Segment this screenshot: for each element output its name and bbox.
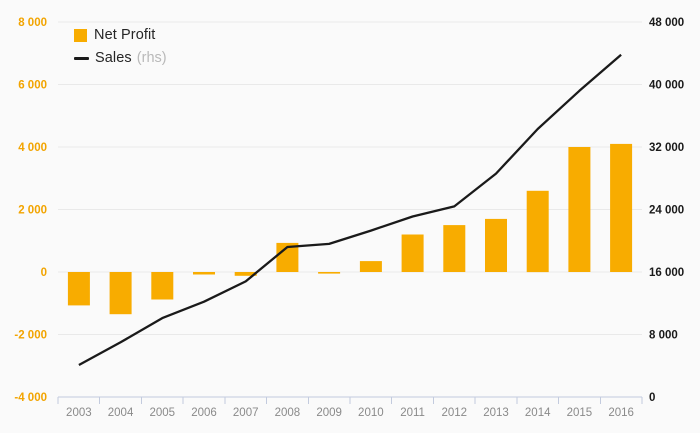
- x-axis-label-2016: 2016: [608, 407, 634, 419]
- left-axis-label: 8 000: [18, 17, 47, 29]
- right-axis-label: 0: [649, 392, 655, 404]
- chart-legend: Net Profit Sales (rhs): [74, 26, 167, 67]
- legend-label-net-profit: Net Profit: [94, 27, 156, 43]
- x-axis-label-2011: 2011: [400, 407, 425, 419]
- left-axis-label: -4 000: [14, 392, 47, 404]
- sales-line: [78, 53, 622, 367]
- right-axis-label: 24 000: [649, 205, 684, 217]
- bar-2006: [193, 272, 215, 275]
- x-axis-label-2005: 2005: [149, 407, 175, 419]
- right-axis-label: 40 000: [649, 80, 684, 92]
- bar-2004: [109, 272, 132, 315]
- left-axis-label: 2 000: [18, 205, 47, 217]
- x-axis-label-2010: 2010: [358, 407, 384, 419]
- x-axis-label-2007: 2007: [233, 407, 259, 419]
- bar-2012: [443, 225, 466, 272]
- legend-suffix-rhs: (rhs): [136, 50, 167, 66]
- x-axis-label-2004: 2004: [108, 407, 134, 419]
- bar-2014: [526, 190, 549, 273]
- x-axis-label-2006: 2006: [191, 407, 217, 419]
- sales-line-swatch-icon: [74, 56, 89, 60]
- right-axis-label: 8 000: [649, 330, 678, 342]
- bar-2015: [568, 147, 591, 272]
- legend-label-sales: Sales: [95, 50, 132, 66]
- bar-2007: [234, 272, 257, 276]
- bar-2009: [318, 272, 341, 274]
- legend-item-sales: Sales (rhs): [74, 49, 167, 67]
- right-axis-label: 16 000: [649, 267, 684, 279]
- x-axis-label-2012: 2012: [441, 407, 467, 419]
- bar-2005: [151, 272, 174, 300]
- bar-2011: [401, 234, 424, 272]
- bar-2016: [610, 143, 633, 272]
- right-axis-label: 32 000: [649, 142, 684, 154]
- x-axis-label-2003: 2003: [66, 407, 92, 419]
- x-axis-label-2015: 2015: [567, 407, 593, 419]
- x-axis-label-2013: 2013: [483, 407, 509, 419]
- left-axis-label: -2 000: [14, 330, 47, 342]
- right-axis-label: 48 000: [649, 17, 684, 29]
- bar-2013: [485, 218, 507, 272]
- x-axis-label-2009: 2009: [316, 407, 342, 419]
- x-axis-label-2014: 2014: [525, 407, 551, 419]
- net-profit-swatch-icon: [74, 28, 87, 42]
- left-axis-label: 6 000: [18, 80, 47, 92]
- bar-2010: [359, 261, 382, 272]
- left-axis-label: 0: [41, 267, 47, 279]
- left-axis-label: 4 000: [18, 142, 47, 154]
- x-axis-label-2008: 2008: [275, 407, 301, 419]
- bar-2003: [67, 272, 90, 306]
- legend-item-net-profit: Net Profit: [74, 26, 167, 44]
